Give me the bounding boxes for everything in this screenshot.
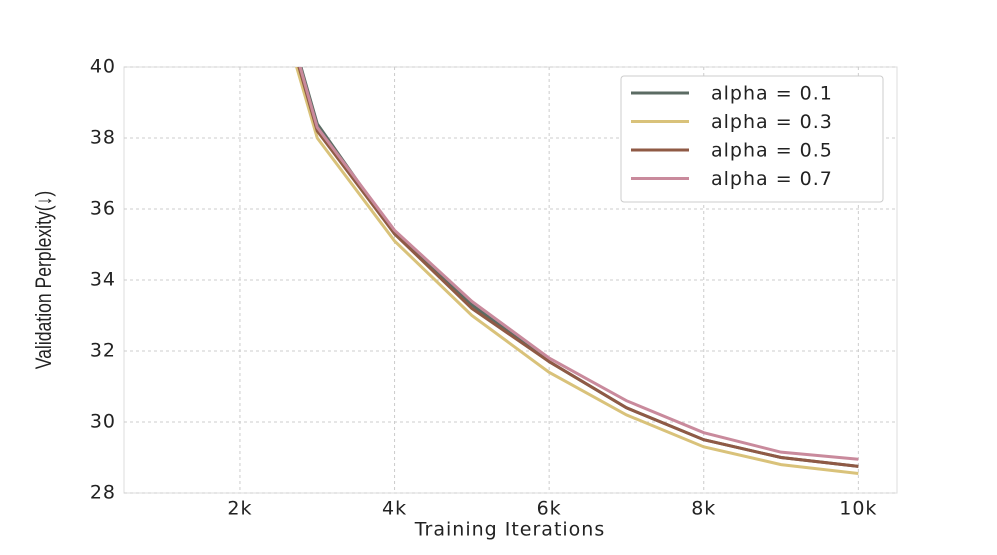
x-axis-label: Training Iterations bbox=[414, 519, 606, 541]
x-tick-label: 8k bbox=[691, 498, 716, 520]
y-tick-label: 28 bbox=[90, 482, 116, 504]
y-tick-label: 38 bbox=[90, 127, 116, 149]
y-tick-label: 36 bbox=[90, 198, 116, 220]
x-tick-label: 6k bbox=[537, 498, 562, 520]
x-tick-label: 10k bbox=[839, 498, 877, 520]
y-tick-label: 30 bbox=[90, 411, 116, 433]
lines bbox=[295, 67, 859, 475]
series-line bbox=[298, 67, 859, 461]
y-axis-label: Validation Perplexity(↓) bbox=[32, 191, 56, 370]
y-tick-label: 32 bbox=[90, 340, 116, 362]
legend-box bbox=[620, 75, 884, 203]
legend-label: alpha = 0.1 bbox=[711, 83, 833, 105]
legend-label: alpha = 0.7 bbox=[711, 168, 833, 190]
y-tick-label: 40 bbox=[90, 56, 116, 78]
legend: alpha = 0.1 alpha = 0.3 alpha = 0.5 alpha =… bbox=[620, 75, 884, 203]
legend-label: alpha = 0.5 bbox=[711, 140, 833, 162]
series-line bbox=[295, 67, 859, 475]
x-tick-label: 4k bbox=[382, 498, 407, 520]
legend-label: alpha = 0.3 bbox=[711, 111, 833, 133]
x-tick-label: 2k bbox=[227, 498, 252, 520]
y-tick-label: 34 bbox=[90, 269, 116, 291]
series-line bbox=[297, 67, 859, 468]
